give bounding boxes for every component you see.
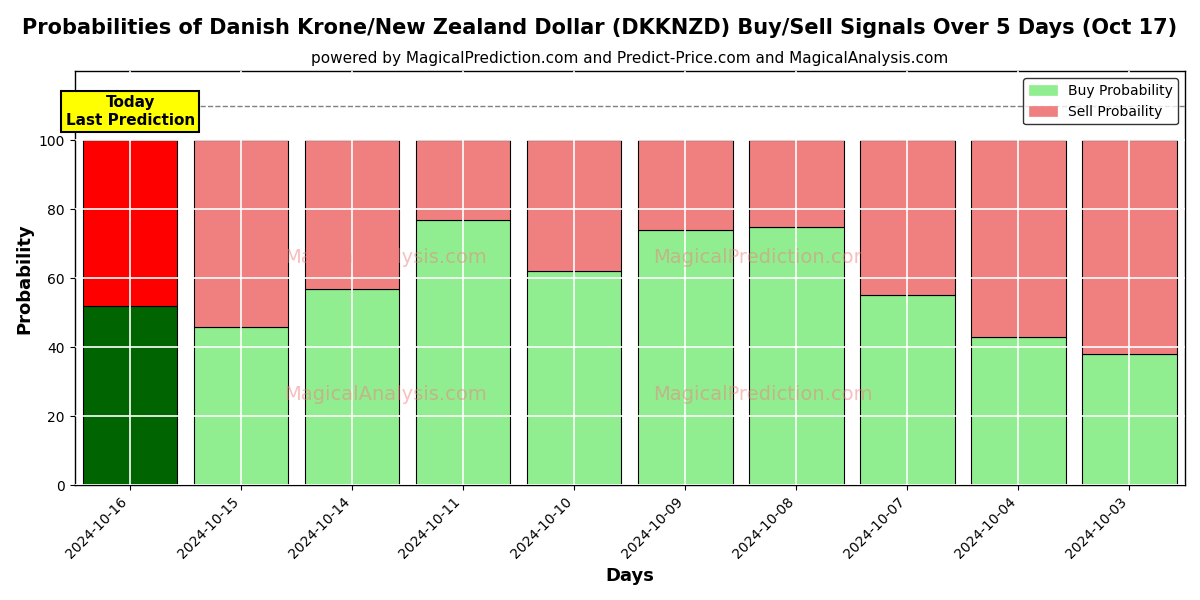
X-axis label: Days: Days	[605, 567, 654, 585]
Bar	[527, 140, 622, 271]
Bar	[194, 326, 288, 485]
Bar	[749, 140, 844, 227]
Bar	[416, 140, 510, 220]
Bar	[305, 289, 400, 485]
Legend: Buy Probability, Sell Probaility: Buy Probability, Sell Probaility	[1024, 78, 1178, 124]
Bar	[83, 140, 178, 306]
Bar	[194, 140, 288, 326]
Bar	[971, 337, 1066, 485]
Bar	[1082, 140, 1177, 354]
Bar	[416, 220, 510, 485]
Text: Probabilities of Danish Krone/New Zealand Dollar (DKKNZD) Buy/Sell Signals Over : Probabilities of Danish Krone/New Zealan…	[23, 18, 1177, 38]
Bar	[83, 306, 178, 485]
Bar	[638, 230, 732, 485]
Bar	[638, 140, 732, 230]
Bar	[860, 140, 955, 295]
Bar	[305, 140, 400, 289]
Text: MagicalAnalysis.com: MagicalAnalysis.com	[284, 385, 487, 404]
Bar	[749, 227, 844, 485]
Text: MagicalPrediction.com: MagicalPrediction.com	[653, 385, 872, 404]
Y-axis label: Probability: Probability	[16, 223, 34, 334]
Bar	[527, 271, 622, 485]
Text: Today
Last Prediction: Today Last Prediction	[66, 95, 194, 128]
Text: MagicalPrediction.com: MagicalPrediction.com	[653, 248, 872, 267]
Bar	[860, 295, 955, 485]
Text: MagicalAnalysis.com: MagicalAnalysis.com	[284, 248, 487, 267]
Bar	[1082, 354, 1177, 485]
Bar	[971, 140, 1066, 337]
Title: powered by MagicalPrediction.com and Predict-Price.com and MagicalAnalysis.com: powered by MagicalPrediction.com and Pre…	[311, 51, 948, 66]
